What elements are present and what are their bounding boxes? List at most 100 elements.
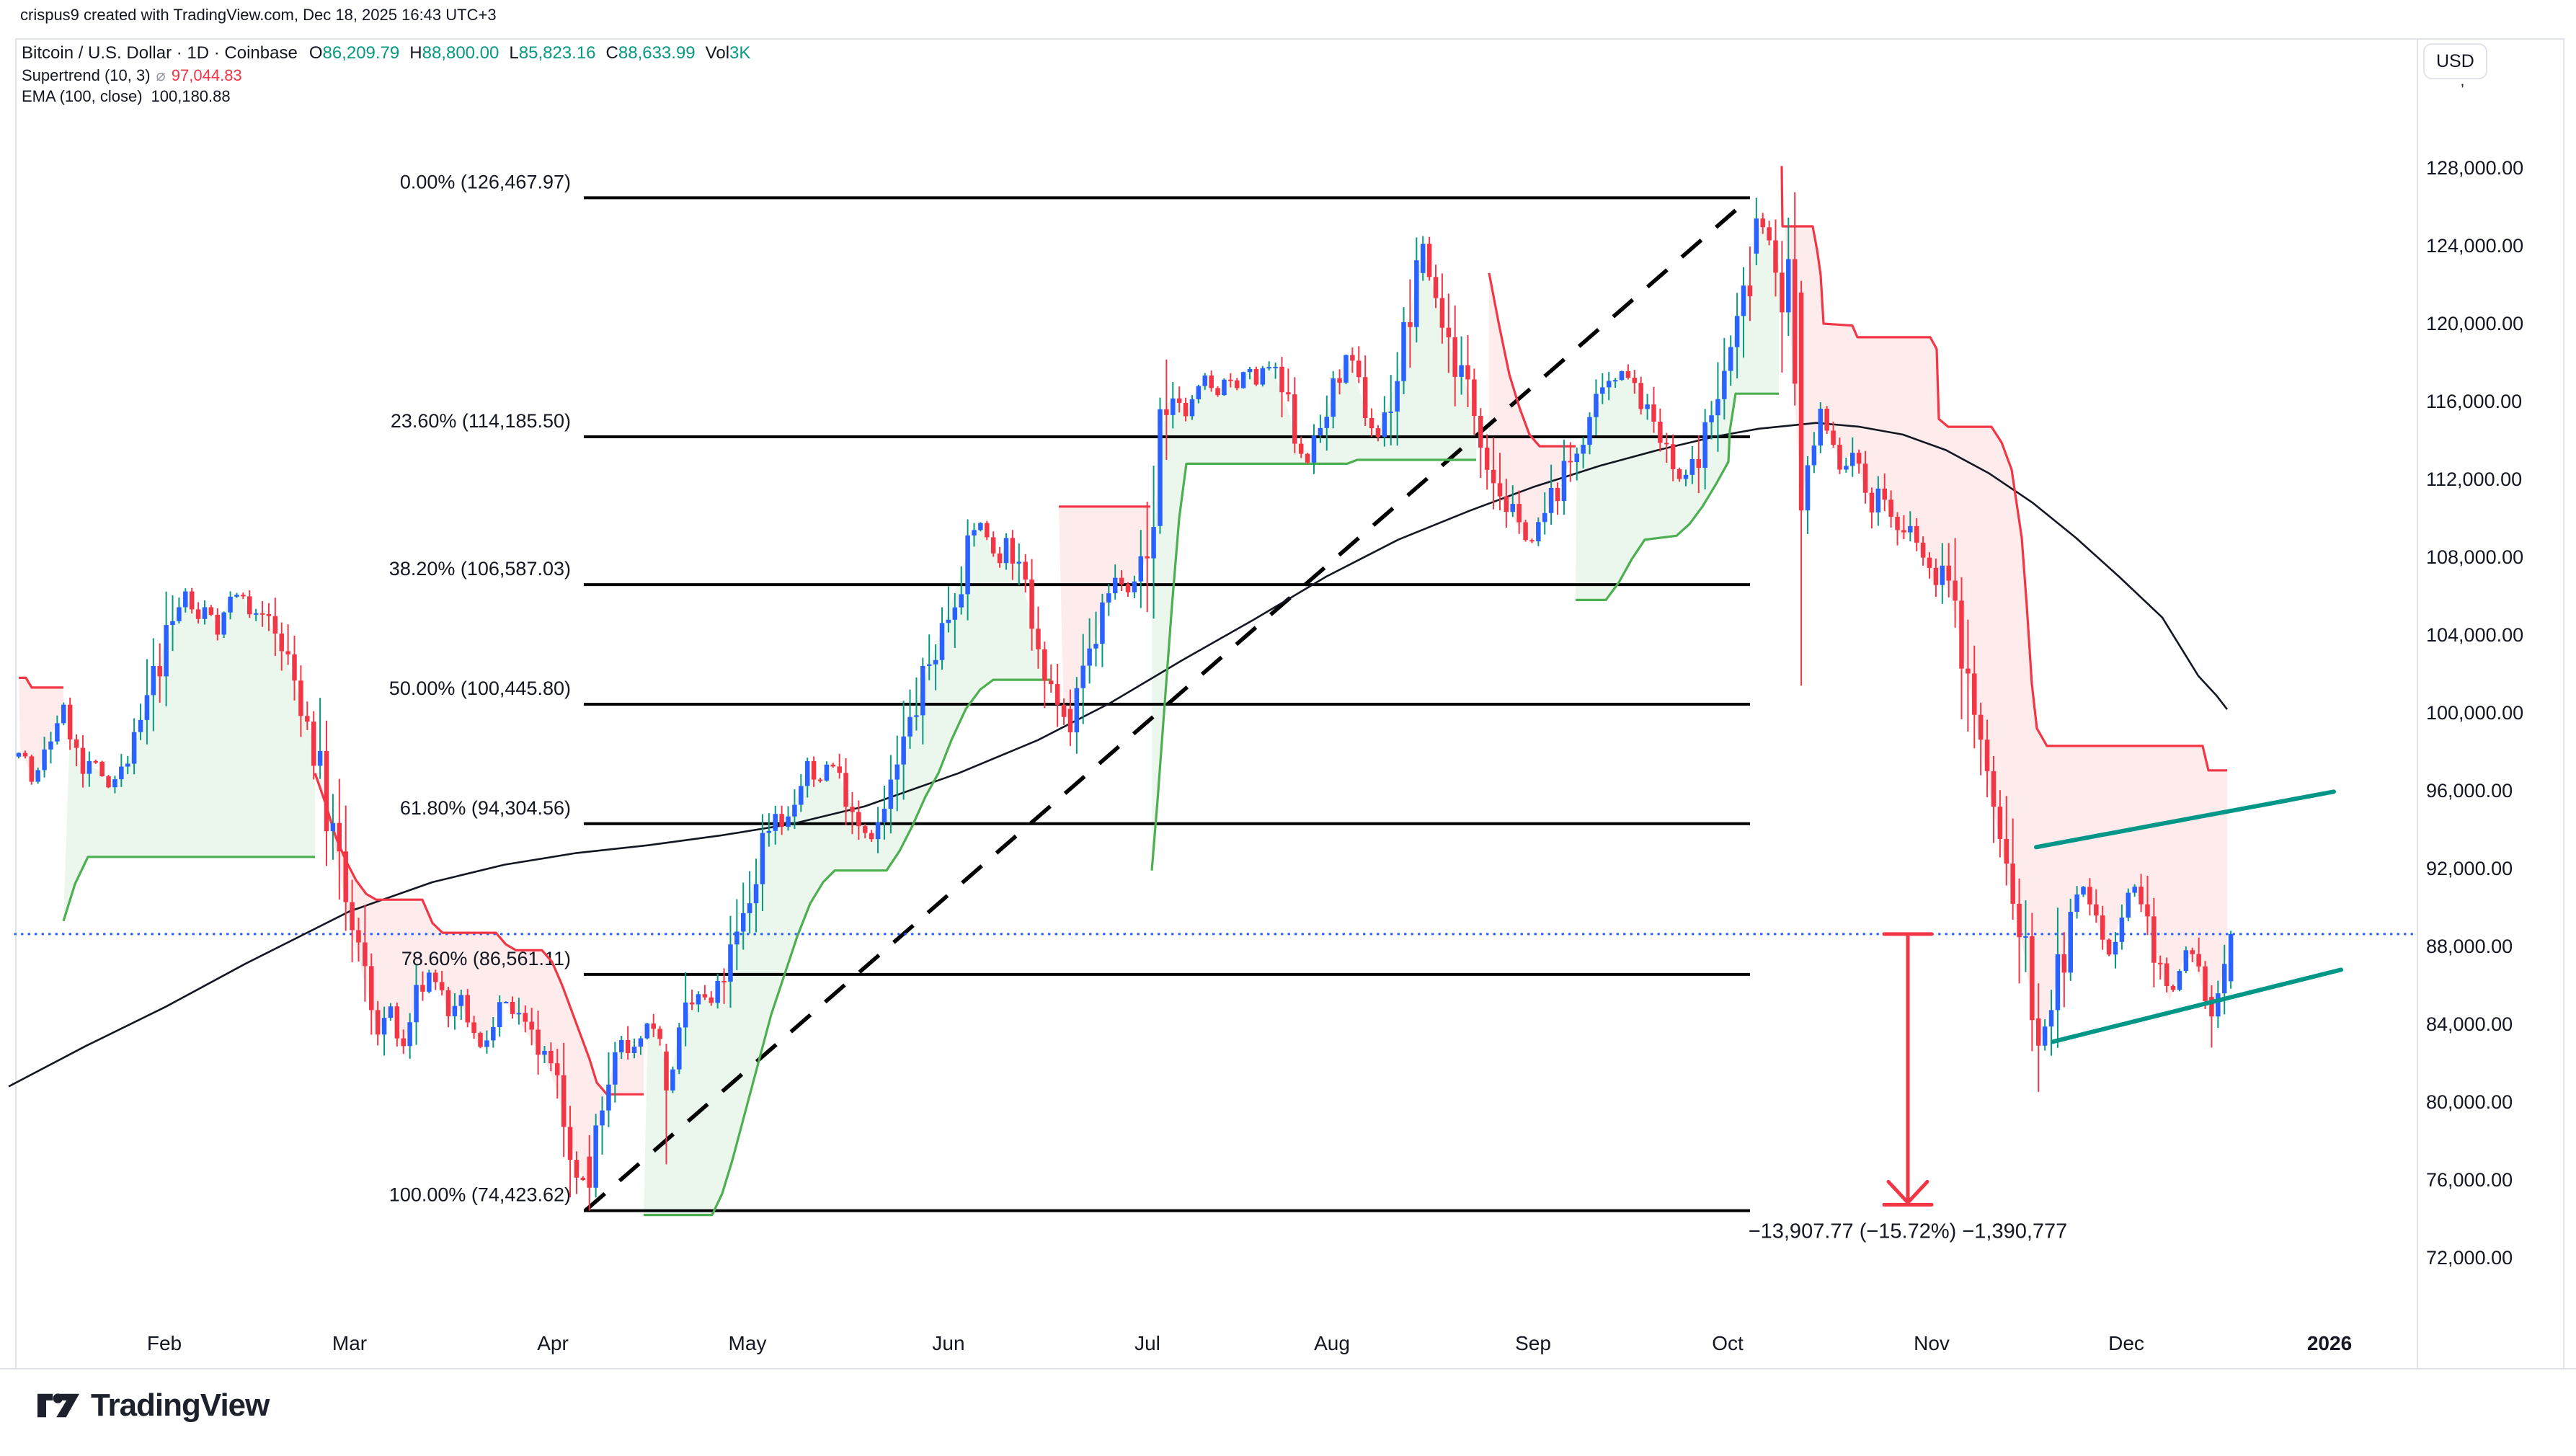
candle-body	[1343, 355, 1349, 383]
candle-body	[1356, 360, 1362, 378]
candle-body	[529, 1021, 534, 1030]
ohlc-l: L85,823.16	[509, 43, 596, 63]
candle-body	[1632, 378, 1638, 383]
candle-body	[125, 763, 130, 767]
candle-body	[1594, 394, 1599, 417]
candle-body	[138, 719, 143, 732]
candle-body	[1266, 367, 1271, 369]
candle-body	[1702, 422, 1707, 469]
candle-body	[42, 749, 47, 771]
candle-body	[2177, 971, 2182, 990]
candle-body	[536, 1029, 541, 1055]
candle-body	[933, 660, 938, 665]
candle-body	[683, 1002, 688, 1028]
candle-body	[696, 994, 701, 1005]
candle-body	[1036, 629, 1041, 649]
candle-body	[414, 985, 419, 1023]
price-tick-label: 100,000.00	[2426, 701, 2524, 724]
supertrend-row[interactable]: Supertrend (10, 3) ⌀ 97,044.83	[22, 66, 750, 87]
candle-body	[1491, 469, 1496, 484]
candle-body	[843, 773, 848, 807]
candle-body	[356, 930, 361, 943]
supertrend-fill-bull	[1152, 257, 1476, 871]
candle-body	[279, 633, 284, 652]
candle-body	[388, 1006, 394, 1018]
candle-body	[799, 786, 804, 805]
fib-level-label: 38.20% (106,587.03)	[389, 558, 571, 580]
candle-body	[1895, 516, 1900, 531]
candle-body	[2164, 963, 2169, 987]
axis-artifact-mark: ’	[2461, 81, 2464, 99]
candle-body	[1331, 378, 1336, 417]
supertrend-fill-bear	[1059, 506, 1150, 719]
candle-body	[817, 779, 823, 781]
fib-level-label: 100.00% (74,423.62)	[389, 1184, 571, 1206]
candle-body	[1529, 540, 1535, 542]
candle-body	[1940, 565, 1945, 585]
candle-body	[29, 756, 35, 782]
candle-body	[574, 1160, 579, 1178]
candle-body	[1773, 240, 1778, 273]
supertrend-line-bull	[644, 678, 1052, 1217]
candle-body	[427, 972, 432, 992]
supertrend-lines[interactable]	[19, 166, 2227, 1217]
measure-arrow[interactable]: −13,907.77 (−15.72%) −1,390,777	[1749, 932, 2068, 1243]
candle-body	[1792, 259, 1798, 384]
candle-body	[1747, 285, 1753, 297]
candle-body	[1561, 461, 1567, 502]
supertrend-fill-bull	[63, 592, 315, 921]
candle-body	[1811, 445, 1817, 466]
month-tick-label: 2026	[2306, 1332, 2353, 1354]
candle-body	[881, 809, 887, 822]
ema-value: 100,180.88	[151, 87, 231, 105]
symbol-title[interactable]: Bitcoin / U.S. Dollar · 1D · Coinbase	[22, 43, 298, 63]
candle-body	[2094, 904, 2099, 916]
channel-line-lower[interactable]	[2051, 967, 2343, 1044]
candle-body	[1548, 487, 1554, 513]
candle-body	[1478, 416, 1483, 448]
candle-body	[1042, 649, 1047, 681]
candle-body	[1555, 487, 1560, 502]
tradingview-logo[interactable]: TradingView	[37, 1387, 270, 1424]
ema-label: EMA (100, close)	[22, 87, 143, 105]
candle-body	[1587, 417, 1592, 445]
currency-toggle-button[interactable]: USD	[2423, 43, 2487, 79]
candle-body	[1754, 218, 1759, 254]
month-tick-label: May	[728, 1332, 767, 1354]
ema-line[interactable]	[8, 422, 2229, 1088]
candle-body	[1023, 561, 1028, 580]
candle-body	[1536, 522, 1541, 542]
candle-body	[497, 1002, 502, 1028]
symbol-row: Bitcoin / U.S. Dollar · 1D · Coinbase O86…	[22, 43, 750, 66]
candle-body	[1523, 522, 1528, 541]
month-tick-label: Oct	[1712, 1332, 1744, 1354]
candle-body	[1202, 375, 1208, 386]
candle-body	[1087, 648, 1092, 666]
candle-body	[1080, 665, 1085, 688]
candle-body	[1606, 381, 1612, 388]
candle-body	[1805, 465, 1811, 511]
candle-body	[1067, 709, 1073, 732]
candlestick-series[interactable]	[16, 192, 2234, 1211]
candle-body	[1298, 443, 1304, 454]
candle-body	[638, 1038, 644, 1047]
candle-body	[606, 1084, 611, 1111]
candle-body	[1888, 500, 1893, 517]
candle-body	[407, 1022, 412, 1047]
candle-body	[1638, 383, 1643, 409]
candle-body	[285, 651, 290, 654]
candle-body	[728, 944, 733, 982]
dashed-trendline[interactable]	[584, 196, 1751, 1212]
ema-row[interactable]: EMA (100, close) 100,180.88	[22, 87, 750, 108]
channel-line-upper[interactable]	[2034, 789, 2336, 850]
candle-body	[1311, 435, 1317, 463]
candle-body	[1850, 453, 1855, 466]
measure-arrow-label: −13,907.77 (−15.72%) −1,390,777	[1749, 1220, 2068, 1243]
candle-body	[1395, 381, 1400, 412]
candle-body	[2106, 939, 2112, 955]
month-tick-label: Jun	[932, 1332, 965, 1354]
candle-body	[1125, 584, 1131, 592]
price-tick-label: 88,000.00	[2426, 936, 2513, 957]
candle-body	[1516, 504, 1522, 523]
